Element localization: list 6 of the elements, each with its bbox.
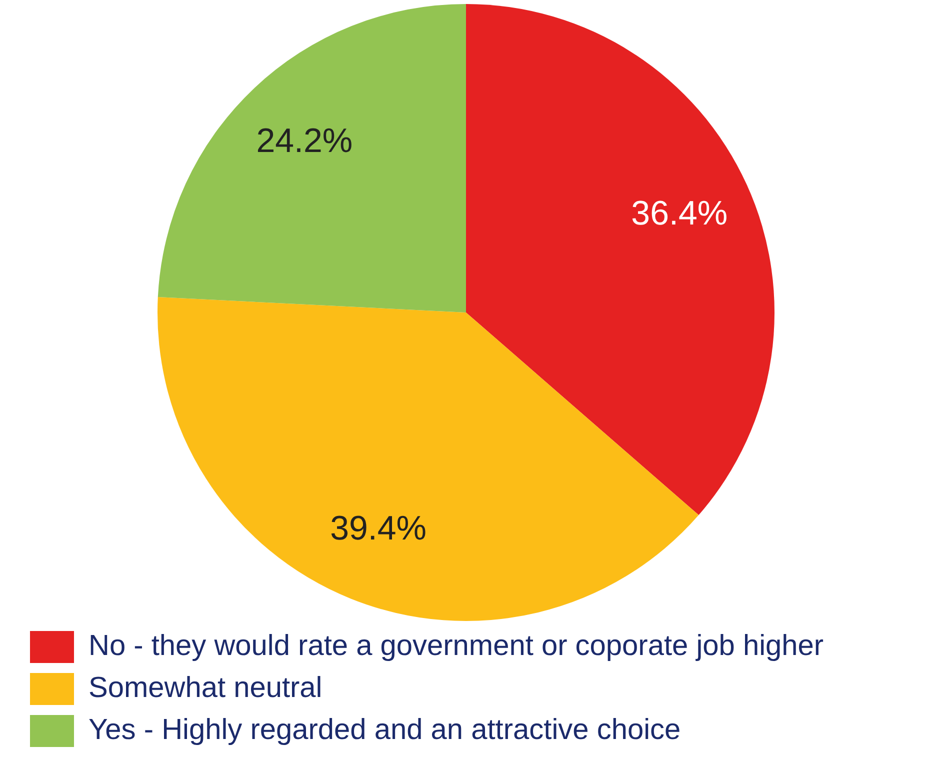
data-label: 24.2% xyxy=(256,122,353,160)
legend-label: No - they would rate a government or coporate job higher xyxy=(88,630,824,662)
legend-label: Somewhat neutral xyxy=(88,672,322,704)
legend-label: Yes - Highly regarded and an attractive choice xyxy=(88,714,681,746)
data-label: 39.4% xyxy=(330,509,427,548)
data-label: 36.4% xyxy=(631,194,728,233)
